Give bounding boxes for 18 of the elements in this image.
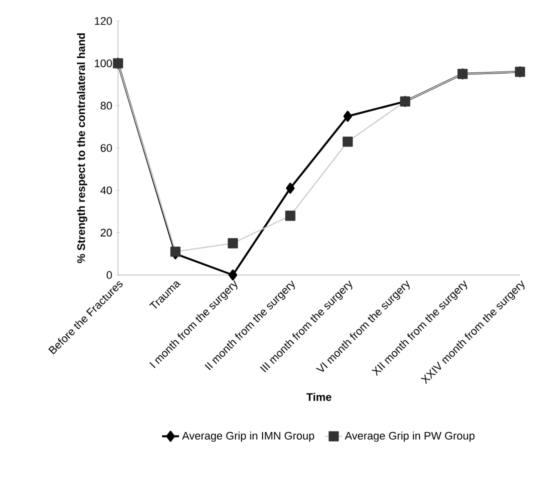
point [170, 246, 181, 257]
y-tick-label: 20 [100, 228, 112, 237]
point [285, 210, 296, 221]
legend-label: Average Grip in PW Group [344, 432, 474, 442]
point [228, 238, 238, 248]
x-axis-title: Time [306, 392, 332, 401]
y-tick-label: 120 [94, 17, 112, 25]
y-tick-label: 60 [100, 144, 112, 152]
legend-label: Average Grip in IMN Group [182, 432, 314, 442]
point [228, 270, 238, 280]
y-tick-label: 40 [100, 186, 112, 194]
y-tick-label: 0 [106, 271, 112, 279]
point [342, 136, 353, 147]
y-tick-label: 100 [94, 59, 112, 68]
point [343, 110, 352, 122]
point [286, 182, 295, 194]
y-axis-title: % Strength respect to the contralateral hand [76, 33, 88, 264]
y-tick-label: 80 [100, 102, 112, 110]
